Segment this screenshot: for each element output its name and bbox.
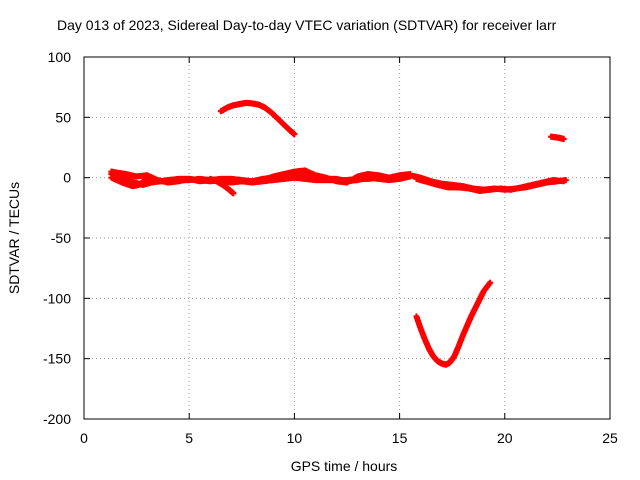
series-dip-near-7 xyxy=(207,175,237,197)
y-tick-label: -200 xyxy=(43,411,71,427)
x-axis-label: GPS time / hours xyxy=(291,458,398,474)
series-baseline-late-b xyxy=(413,175,567,194)
data-point xyxy=(560,136,567,143)
y-tick-label: 0 xyxy=(63,170,71,186)
data-points xyxy=(108,99,569,368)
x-tick-label: 0 xyxy=(80,430,88,446)
series-valley xyxy=(413,279,494,368)
series-arc-upper xyxy=(217,99,298,138)
series-baseline-c xyxy=(108,167,414,186)
x-tick-label: 15 xyxy=(392,430,408,446)
chart-title: Day 013 of 2023, Sidereal Day-to-day VTE… xyxy=(57,17,557,33)
data-point xyxy=(560,178,567,185)
x-tick-label: 10 xyxy=(287,430,303,446)
grid-lines xyxy=(84,57,610,419)
data-point xyxy=(230,190,237,197)
axis-ticks: 0 5 10 15 20 25 -200 -150 -100 -50 0 50 100 xyxy=(43,49,618,446)
y-tick-label: 50 xyxy=(55,109,71,125)
x-tick-label: 20 xyxy=(497,430,513,446)
y-tick-label: -100 xyxy=(43,290,71,306)
y-tick-label: -50 xyxy=(51,230,71,246)
x-tick-label: 25 xyxy=(602,430,618,446)
y-tick-label: -150 xyxy=(43,351,71,367)
data-point xyxy=(487,279,494,286)
x-tick-label: 5 xyxy=(185,430,193,446)
y-axis-label: SDTVAR / TECUs xyxy=(6,182,22,294)
series-short-segment xyxy=(548,133,567,143)
plot-frame xyxy=(83,56,611,420)
data-point xyxy=(291,131,298,138)
y-tick-label: 100 xyxy=(48,49,72,65)
